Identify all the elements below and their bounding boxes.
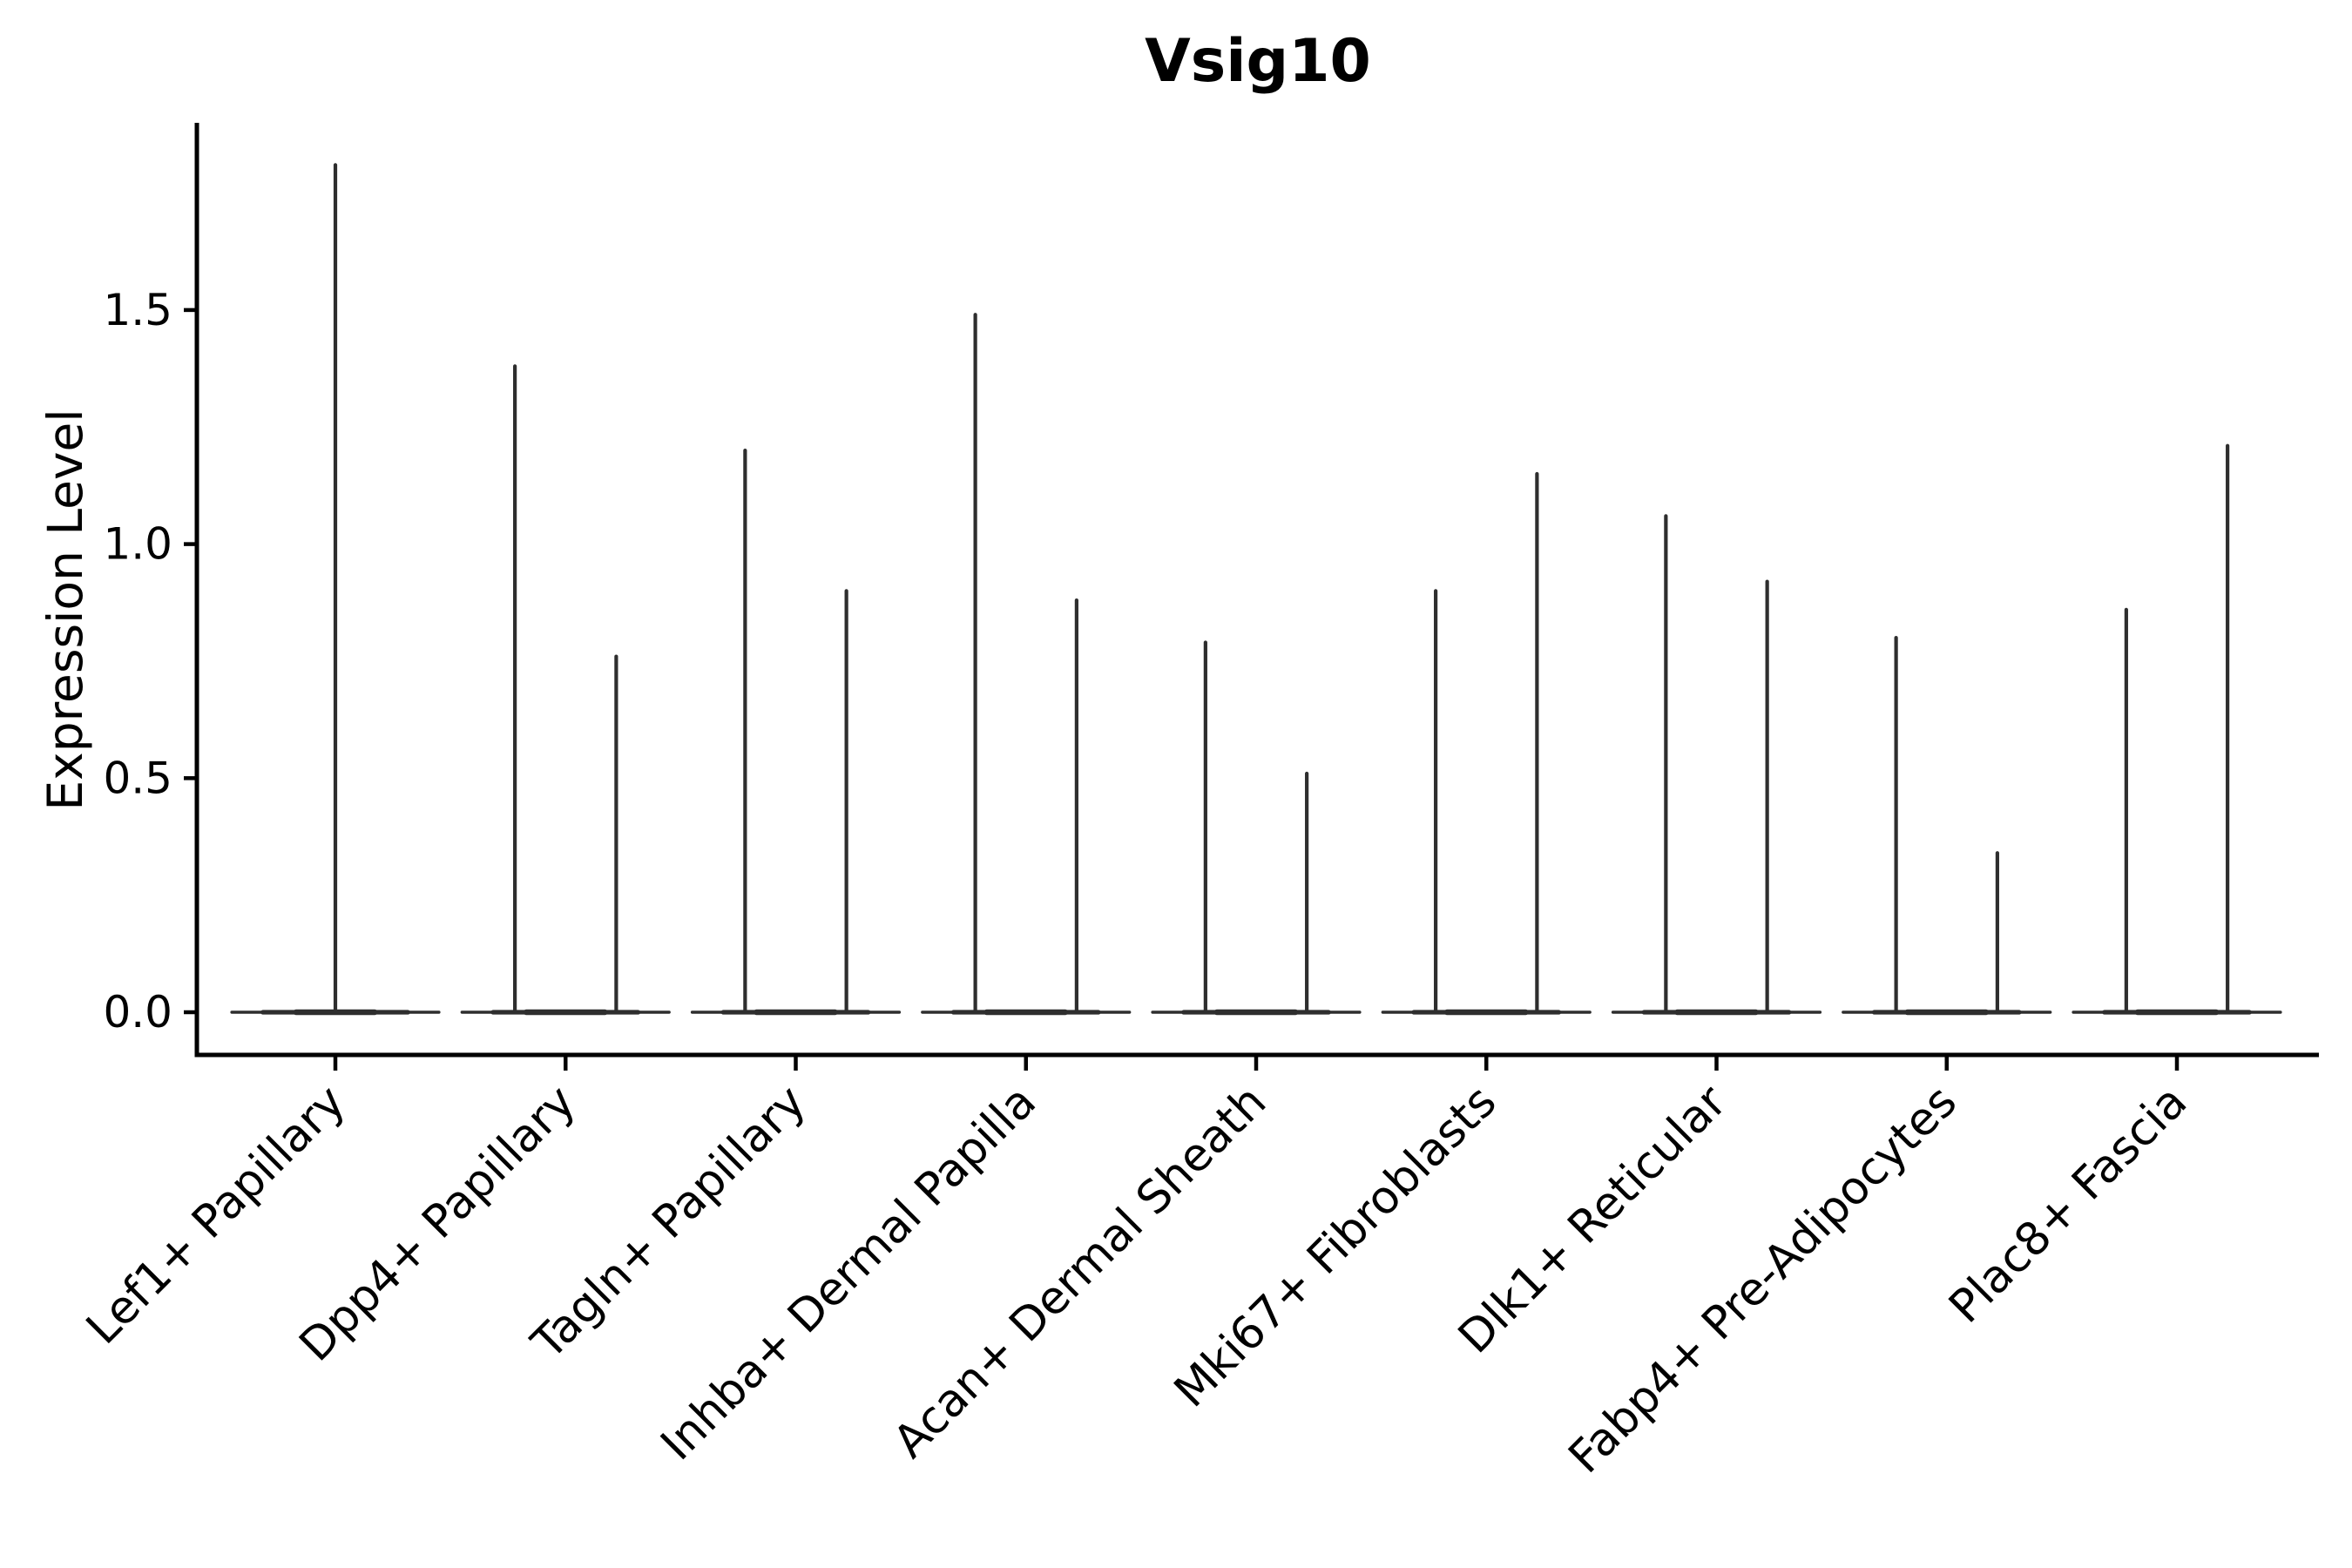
violin bbox=[690, 449, 902, 1016]
x-tick-label: Plac8+ Fascia bbox=[1939, 1076, 2197, 1334]
violin bbox=[921, 313, 1132, 1016]
violin bbox=[1151, 640, 1362, 1016]
y-tick-label: 0.5 bbox=[103, 753, 172, 803]
x-tick-label: Fabp4+ Pre-Adipocytes bbox=[1559, 1076, 1967, 1484]
violin bbox=[1381, 471, 1592, 1016]
y-tick-label: 1.5 bbox=[103, 285, 172, 335]
y-tick-label: 0.0 bbox=[103, 987, 172, 1037]
violin bbox=[1842, 635, 2052, 1016]
x-tick-label: Acan+ Dermal Sheath bbox=[884, 1076, 1277, 1469]
violin bbox=[460, 364, 671, 1016]
chart-title: Vsig10 bbox=[1145, 27, 1371, 96]
violin bbox=[230, 163, 441, 1016]
violin bbox=[1611, 514, 1822, 1016]
x-tick-label: Inhba+ Dermal Papilla bbox=[651, 1076, 1045, 1470]
violin bbox=[2072, 443, 2282, 1016]
y-tick-label: 1.0 bbox=[103, 519, 172, 570]
